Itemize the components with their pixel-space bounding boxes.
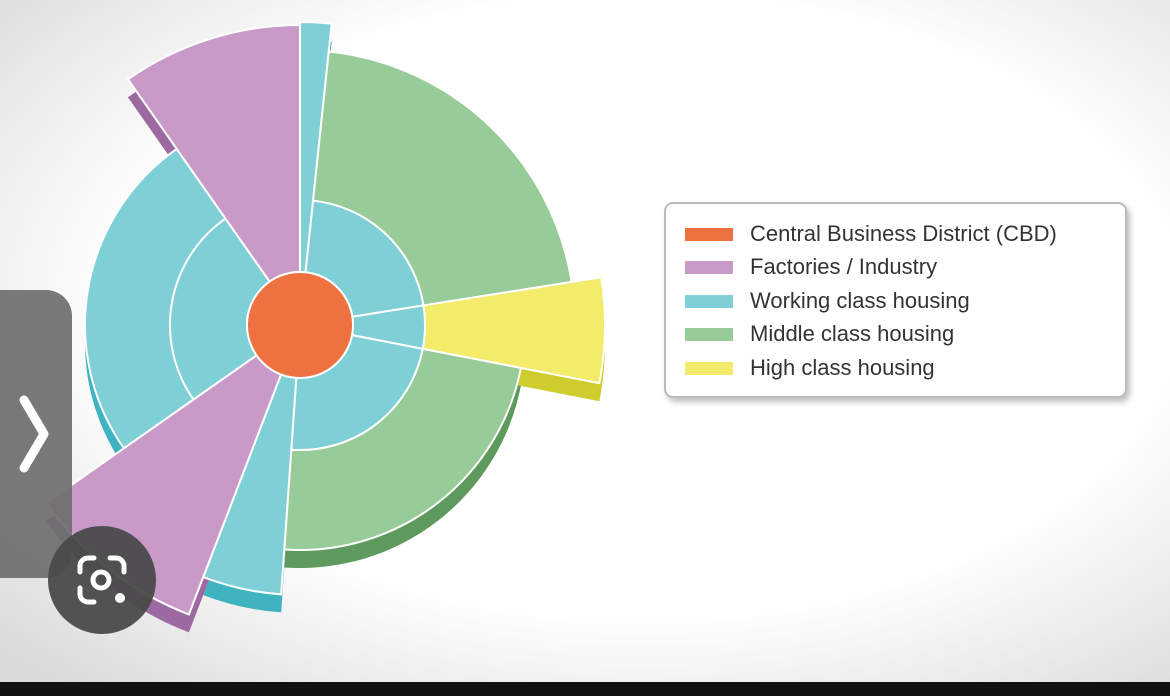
legend: Central Business District (CBD) Factorie… (664, 202, 1127, 398)
cbd (246, 271, 354, 379)
legend-swatch (685, 328, 733, 341)
side-tab-bg[interactable] (0, 290, 72, 578)
legend-label: Working class housing (750, 288, 970, 313)
lens-button[interactable] (48, 526, 156, 634)
legend-label: Middle class housing (750, 321, 954, 346)
legend-swatch (685, 228, 733, 241)
lens-button-bg[interactable] (48, 526, 156, 634)
chevron-icon[interactable] (19, 395, 49, 473)
legend-box (664, 202, 1127, 398)
ring-line (169, 217, 227, 401)
bottom-bar (0, 682, 1170, 696)
lens-icon[interactable] (77, 555, 127, 605)
legend-label: High class housing (750, 355, 935, 380)
lens-icon-center[interactable] (90, 569, 112, 591)
legend-label: Central Business District (CBD) (750, 221, 1057, 246)
side-tab[interactable] (0, 290, 72, 578)
legend-swatch (685, 362, 733, 375)
lens-icon-dot[interactable] (115, 593, 125, 603)
legend-swatch (685, 261, 733, 274)
legend-swatch (685, 295, 733, 308)
legend-label: Factories / Industry (750, 254, 937, 279)
